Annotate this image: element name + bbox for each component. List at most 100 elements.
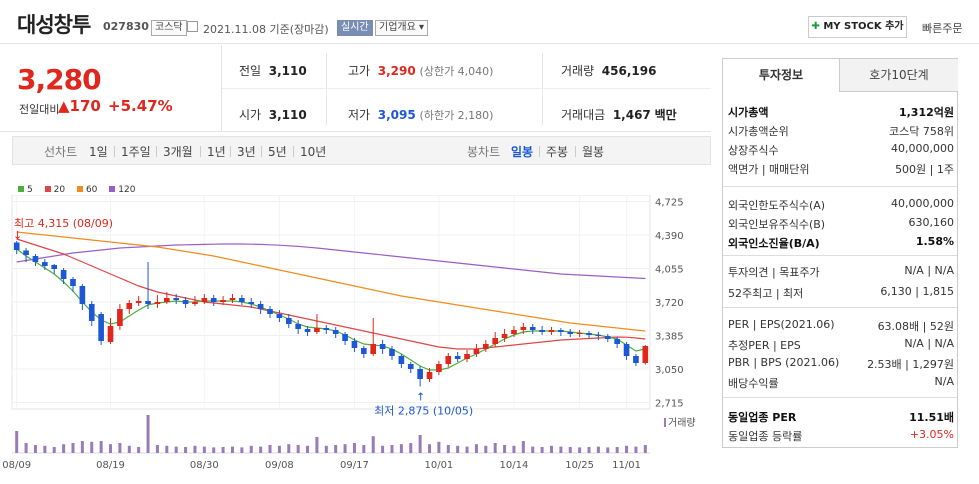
candle-body — [529, 327, 536, 330]
candle-body — [248, 302, 255, 304]
volume-bar — [474, 444, 478, 453]
candle-body — [370, 344, 377, 354]
candle-body — [163, 298, 170, 302]
info-value: 1,312억원 — [898, 106, 954, 119]
candle-body — [389, 349, 395, 356]
volume-bar — [531, 446, 535, 453]
x-tick-label: 08/30 — [190, 460, 219, 471]
candle-body — [276, 314, 283, 318]
y-tick-label: 3,050 — [655, 365, 684, 376]
tab-daily[interactable]: 일봉 — [511, 145, 534, 159]
info-label: 배당수익률 — [728, 377, 779, 390]
volume-bar — [643, 445, 647, 453]
volume-bar — [193, 445, 197, 453]
candle-body — [407, 364, 414, 369]
candle-body — [436, 364, 442, 372]
y-tick-label: 4,725 — [655, 198, 684, 209]
volume-bar — [615, 447, 619, 453]
volume-bar — [33, 445, 37, 453]
volume-bar — [409, 443, 413, 453]
info-value: 40,000,000 — [891, 197, 954, 210]
candle-body — [23, 250, 29, 255]
volume-bar — [52, 447, 56, 453]
volume-bar — [606, 447, 610, 453]
candle-body — [154, 302, 161, 304]
candle-body — [210, 298, 217, 302]
candle-body — [576, 333, 583, 334]
chart-period-tabs: 선차트 1일 1주일 3개월 1년 3년 5년 10년 봉차트 일봉 주봉 월봉 — [12, 136, 711, 165]
candle-body — [304, 329, 311, 332]
candle-body — [595, 335, 602, 336]
candle-body — [70, 279, 76, 286]
candle-body — [182, 300, 189, 304]
volume-bar — [212, 447, 216, 453]
prev-diff-label: 전일대비 — [19, 103, 60, 116]
market-badge: 코스닥 — [151, 20, 187, 36]
current-price-box: 3,280 전일대비 ▲170 +5.47% — [0, 45, 222, 132]
tab-5year[interactable]: 5년 — [268, 145, 287, 159]
info-value: 630,160 — [908, 216, 955, 229]
candle-body — [220, 300, 226, 302]
volume-bar — [118, 443, 122, 453]
volume-bar — [277, 445, 281, 453]
info-value: N/A | N/A — [904, 264, 954, 277]
stock-code: 027830 — [103, 20, 149, 33]
x-tick-label: 09/08 — [265, 460, 294, 471]
legend-ma5: 5 — [27, 185, 33, 195]
volume-bar — [371, 436, 375, 453]
low-price: 저가 3,095 (하한가 2,180) — [348, 108, 494, 122]
info-value: 2.53배 | 1,297원 — [867, 358, 954, 371]
candle-body — [42, 262, 48, 266]
tab-monthly[interactable]: 월봉 — [582, 145, 605, 159]
candle-body — [586, 333, 592, 335]
tab-weekly[interactable]: 주봉 — [546, 145, 569, 159]
candle-body — [567, 332, 574, 334]
volume-bar — [334, 445, 338, 453]
legend-ma20-swatch — [44, 186, 51, 192]
volume-bar — [240, 447, 244, 453]
tab-3month[interactable]: 3개월 — [163, 145, 193, 159]
volume-bar — [540, 447, 544, 453]
info-label: 액면가 | 매매단위 — [728, 163, 810, 176]
info-label: PBR | BPS (2021.06) — [728, 356, 840, 369]
candle-body — [98, 314, 104, 341]
volume-bar — [578, 447, 582, 453]
company-overview-dropdown[interactable]: 기업개요 ▾ — [375, 20, 429, 36]
info-value: N/A | N/A — [904, 337, 954, 350]
candle-body — [239, 298, 245, 302]
info-value: 40,000,000 — [891, 142, 954, 155]
candle-body — [379, 344, 386, 349]
my-stock-add-button[interactable]: ✚ MY STOCK 추가 — [808, 16, 907, 38]
ma-legend: 5 20 60 120 — [18, 185, 135, 195]
volume-bar — [315, 437, 319, 453]
candle-body — [314, 328, 320, 332]
tab-1day[interactable]: 1일 — [89, 145, 108, 159]
candle-body — [257, 304, 264, 309]
realtime-button[interactable]: 실시간 — [337, 20, 373, 36]
price-chart[interactable]: 4,725 4,390 4,055 3,720 3,385 3,050 2,715 08/09… — [0, 195, 711, 477]
candle-body — [342, 334, 348, 341]
volume-bar — [352, 443, 356, 453]
tab-1week[interactable]: 1주일 — [121, 145, 151, 159]
x-tick-label: 08/19 — [96, 460, 125, 471]
trade-amount: 거래대금 1,467 백만 — [561, 108, 677, 122]
info-value: N/A — [934, 375, 954, 388]
ma20-line — [16, 238, 646, 350]
high-price: 고가 3,290 (상한가 4,040) — [348, 64, 494, 78]
volume-bar — [484, 445, 488, 453]
ma60-line — [16, 231, 646, 332]
volume-bar — [503, 445, 507, 453]
quick-order-link[interactable]: 빠른주문 — [922, 22, 963, 35]
calendar-icon — [187, 21, 198, 32]
volume-bar — [343, 444, 347, 453]
tab-3year[interactable]: 3년 — [237, 145, 256, 159]
volume-bar — [90, 441, 94, 453]
volume-bar — [137, 447, 141, 453]
volume-bar — [418, 435, 422, 453]
tab-invest-info[interactable]: 투자정보 — [723, 59, 840, 92]
candle-body — [548, 330, 555, 332]
tab-10year[interactable]: 10년 — [300, 145, 327, 159]
tab-1year[interactable]: 1년 — [207, 145, 226, 159]
tab-orderbook[interactable]: 호가10단계 — [840, 59, 958, 92]
volume-bar — [259, 446, 263, 453]
